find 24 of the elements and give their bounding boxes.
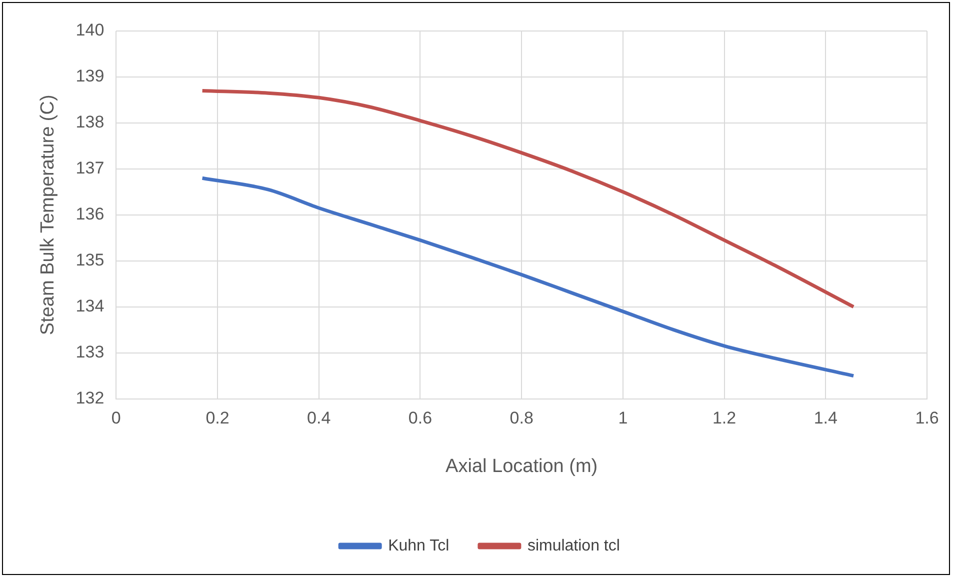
line-series [200, 176, 856, 378]
y-tick-label: 134 [76, 296, 104, 316]
y-tick-label: 140 [76, 20, 104, 40]
x-tick-label: 0.2 [206, 408, 230, 428]
x-axis-title: Axial Location (m) [446, 456, 598, 477]
legend-label: simulation tcl [527, 537, 620, 554]
y-tick-label: 139 [76, 66, 104, 86]
y-tick-label: 133 [76, 342, 104, 362]
y-tick-label: 138 [76, 112, 104, 132]
x-tick-label: 1.4 [814, 408, 838, 428]
x-tick-label: 1.6 [915, 408, 939, 428]
x-tick-label: 1.2 [712, 408, 736, 428]
x-tick-label: 0.8 [510, 408, 534, 428]
x-tick-label: 0 [111, 408, 121, 428]
y-tick-label: 137 [76, 158, 104, 178]
y-tick-label: 135 [76, 250, 104, 270]
line-series [200, 89, 856, 309]
y-tick-label: 136 [76, 204, 104, 224]
x-tick-label: 0.6 [408, 408, 432, 428]
legend-label: Kuhn Tcl [388, 537, 450, 554]
y-tick-label: 132 [76, 388, 104, 408]
x-tick-label: 1 [618, 408, 628, 428]
y-axis-title: Steam Bulk Temperature (C) [38, 94, 59, 336]
x-tick-label: 0.4 [307, 408, 331, 428]
